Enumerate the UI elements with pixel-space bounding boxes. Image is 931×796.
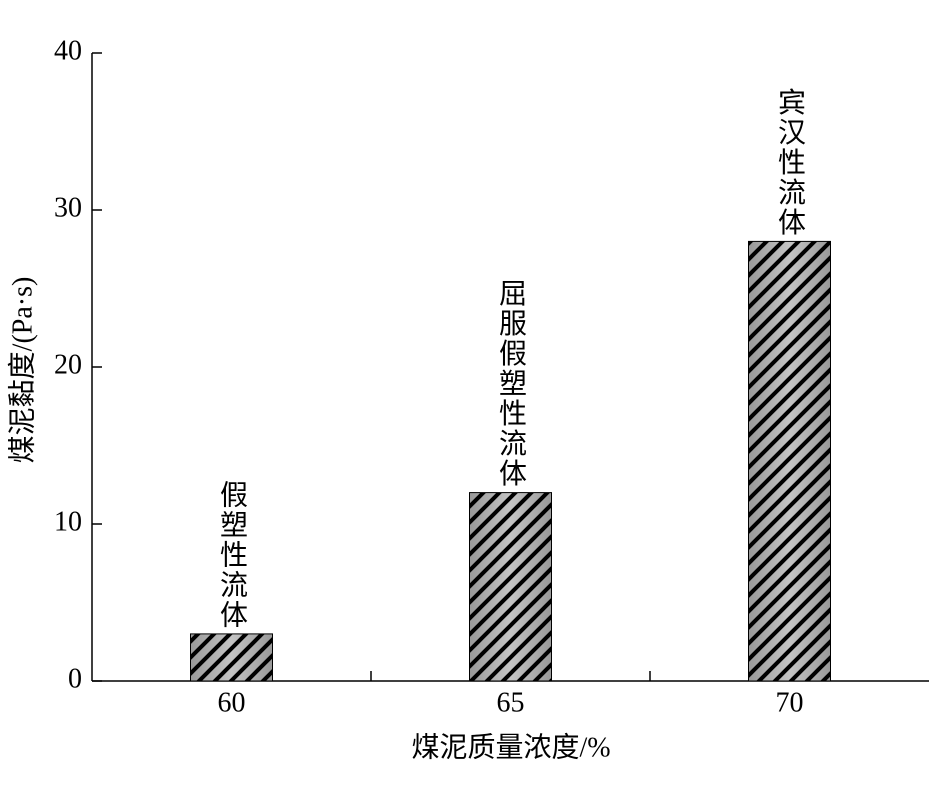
bar-hatch [190,633,273,682]
bar-annotation: 屈服假塑性流体 [495,279,527,489]
y-tick-label: 20 [54,349,82,380]
bar-hatch [748,240,831,682]
y-tick-label: 30 [54,192,82,223]
bar-annotation: 假塑性流体 [216,480,248,630]
x-axis-label: 煤泥质量浓度/% [411,731,610,763]
x-tick-label: 60 [218,687,246,718]
y-axis-label: 煤泥黏度/(Pa·s) [6,277,38,464]
y-tick-label: 40 [54,35,82,66]
y-tick-label: 0 [68,663,82,694]
x-tick-label: 70 [776,687,804,718]
x-tick-label: 65 [497,687,525,718]
bar-hatch [469,492,552,682]
y-tick-label: 10 [54,506,82,537]
bar-annotation: 宾汉性流体 [774,87,806,237]
